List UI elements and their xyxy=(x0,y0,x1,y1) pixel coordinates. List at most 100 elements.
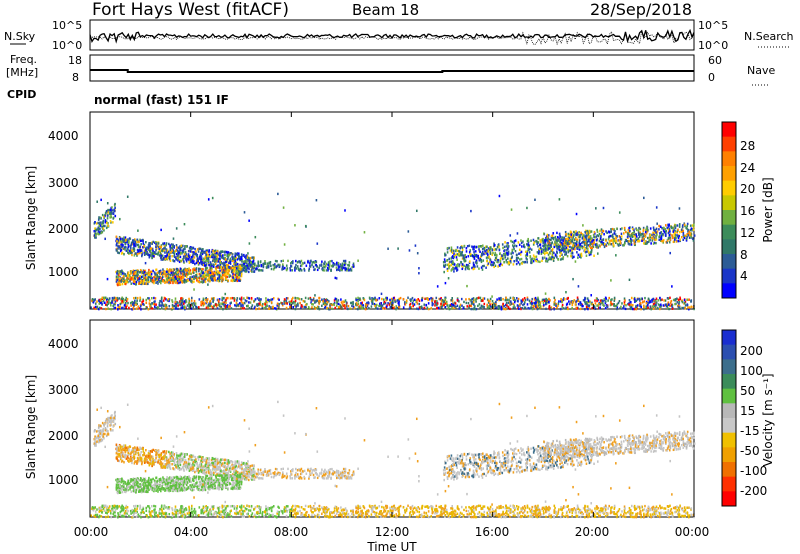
power-point xyxy=(233,258,235,261)
power-point xyxy=(277,263,279,267)
power-point xyxy=(115,307,118,310)
power-point xyxy=(162,247,165,250)
power-point xyxy=(175,279,177,282)
power-point xyxy=(216,250,219,253)
power-point xyxy=(169,259,172,262)
power-point xyxy=(652,231,654,234)
power-point xyxy=(94,227,96,230)
power-point xyxy=(536,242,538,245)
power-point xyxy=(553,245,556,249)
power-point xyxy=(510,300,512,303)
power-point xyxy=(392,303,394,307)
power-point xyxy=(484,250,486,253)
power-point xyxy=(633,298,636,301)
power-point xyxy=(678,305,681,308)
power-point xyxy=(538,304,540,307)
power-point xyxy=(586,301,589,304)
power-point xyxy=(379,304,381,308)
power-point xyxy=(511,248,514,252)
power-point xyxy=(506,242,508,245)
power-point xyxy=(591,237,593,240)
power-point xyxy=(550,242,553,245)
power-point xyxy=(337,306,340,309)
power-point xyxy=(533,301,535,305)
power-point xyxy=(526,253,528,256)
power-point xyxy=(188,247,191,250)
power-point xyxy=(626,231,629,235)
power-point xyxy=(465,301,468,305)
power-point xyxy=(477,304,479,308)
power-point xyxy=(280,259,283,263)
power-point xyxy=(130,270,133,273)
power-point xyxy=(536,307,539,311)
power-point xyxy=(140,249,143,252)
power-point xyxy=(390,307,393,310)
power-point xyxy=(408,307,411,310)
power-point xyxy=(177,304,179,307)
power-point xyxy=(463,300,465,304)
power-point xyxy=(214,255,217,258)
power-point xyxy=(235,263,237,266)
power-point xyxy=(548,297,550,301)
power-point xyxy=(168,304,171,308)
power-point xyxy=(579,253,582,256)
power-point xyxy=(623,226,626,230)
power-point xyxy=(185,257,187,261)
power-point xyxy=(230,279,233,282)
power-point xyxy=(219,269,221,272)
power-point xyxy=(190,255,193,259)
power-point xyxy=(359,304,362,307)
power-point xyxy=(132,270,135,274)
power-point xyxy=(221,268,223,271)
power-point xyxy=(459,250,461,254)
power-point xyxy=(470,307,473,311)
power-point xyxy=(556,256,558,259)
power-point xyxy=(619,242,622,245)
power-point xyxy=(660,303,662,306)
power-point xyxy=(181,244,184,248)
power-point xyxy=(155,243,157,246)
power-point xyxy=(221,266,224,269)
power-point xyxy=(618,299,621,303)
power-point xyxy=(313,305,316,309)
power-point xyxy=(485,252,487,255)
power-point xyxy=(661,233,663,236)
power-point xyxy=(123,280,125,283)
power-point xyxy=(214,260,216,263)
power-point xyxy=(229,302,232,305)
power-point xyxy=(299,301,301,305)
power-point xyxy=(488,260,491,264)
power-point xyxy=(250,306,253,309)
power-point xyxy=(117,239,120,242)
power-point xyxy=(146,253,149,256)
power-point xyxy=(261,304,264,308)
power-point xyxy=(153,300,155,304)
power-point xyxy=(236,272,239,275)
power-point xyxy=(300,269,303,272)
power-point xyxy=(426,297,429,300)
power-point xyxy=(636,238,639,242)
power-point xyxy=(186,258,188,261)
power-point xyxy=(230,301,232,304)
power-point xyxy=(613,232,616,235)
power-point xyxy=(113,209,116,213)
power-point xyxy=(173,259,176,263)
power-point xyxy=(549,246,551,250)
power-point xyxy=(111,296,114,300)
power-point xyxy=(481,299,483,302)
power-point xyxy=(100,299,102,302)
power-point xyxy=(587,304,589,307)
power-point xyxy=(592,233,595,237)
power-point xyxy=(667,297,670,300)
power-point xyxy=(347,304,350,308)
power-point xyxy=(198,257,200,260)
power-point xyxy=(683,306,685,310)
power-point xyxy=(180,275,183,278)
power-point xyxy=(204,274,207,277)
power-point xyxy=(213,263,215,267)
power-point xyxy=(253,265,255,269)
power-point xyxy=(258,302,261,305)
power-point xyxy=(635,235,637,238)
power-point xyxy=(224,253,226,257)
power-point xyxy=(185,245,187,248)
